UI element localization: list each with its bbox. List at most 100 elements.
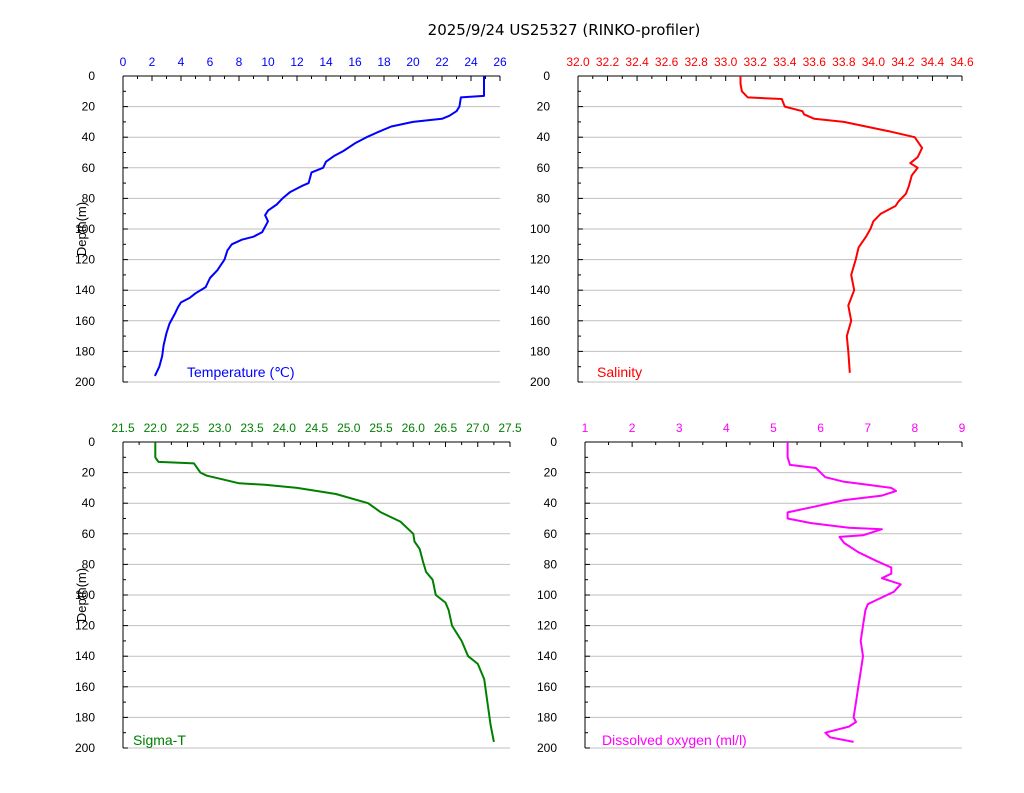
sigma_t-label: Sigma-T (133, 732, 186, 748)
dissolved_oxygen-y-tick-label: 20 (544, 466, 558, 480)
dissolved_oxygen-label: Dissolved oxygen (ml/l) (602, 732, 747, 748)
salinity-y-tick-label: 100 (530, 222, 550, 236)
temperature-x-tick-label: 18 (377, 55, 391, 69)
salinity-y-tick-label: 120 (530, 253, 550, 267)
dissolved_oxygen-x-tick-label: 3 (676, 421, 683, 435)
temperature-y-tick-label: 180 (75, 344, 95, 358)
sigma_t-y-tick-label: 180 (75, 710, 95, 724)
temperature-y-axis-label: Depth(m) (74, 202, 89, 256)
salinity-x-tick-label: 34.2 (891, 55, 915, 69)
dissolved_oxygen-x-tick-label: 5 (770, 421, 777, 435)
temperature-x-tick-label: 6 (207, 55, 214, 69)
sigma_t-y-tick-label: 160 (75, 680, 95, 694)
salinity-profile-line (739, 76, 924, 373)
salinity-x-tick-label: 32.4 (625, 55, 649, 69)
salinity-y-tick-label: 60 (537, 161, 551, 175)
dissolved_oxygen-x-tick-label: 4 (723, 421, 730, 435)
salinity-panel: 32.0 32.2 32.4 32.6 32.8 33.0 33.2 33.4 33.6 33.8… (530, 55, 974, 389)
salinity-x-tick-label: 33.6 (803, 55, 827, 69)
sigma_t-x-tick-label: 21.5 (111, 421, 135, 435)
dissolved_oxygen-y-tick-label: 60 (544, 527, 558, 541)
sigma_t-y-tick-label: 100 (75, 588, 95, 602)
temperature-y-tick-label: 100 (75, 222, 95, 236)
sigma_t-profile-line (154, 442, 495, 743)
temperature-label: Temperature (℃) (187, 364, 295, 380)
dissolved_oxygen-y-tick-label: 140 (537, 649, 557, 663)
dissolved_oxygen-y-tick-label: 0 (550, 435, 557, 449)
temperature-y-tick-label: 80 (82, 191, 96, 205)
salinity-y-tick-label: 40 (537, 130, 551, 144)
salinity-y-tick-label: 140 (530, 283, 550, 297)
temperature-y-tick-label: 20 (82, 100, 96, 114)
dissolved_oxygen-y-tick-label: 40 (544, 496, 558, 510)
sigma_t-y-tick-label: 200 (75, 741, 95, 755)
dissolved_oxygen-y-tick-label: 80 (544, 557, 558, 571)
temperature-profile-line (153, 76, 485, 377)
figure-title: 2025/9/24 US25327 (RINKO-profiler) (428, 21, 701, 39)
salinity-x-tick-label: 32.2 (596, 55, 620, 69)
salinity-y-tick-label: 180 (530, 344, 550, 358)
temperature-x-tick-label: 24 (464, 55, 478, 69)
sigma_t-y-tick-label: 80 (82, 557, 96, 571)
sigma_t-x-tick-label: 25.5 (369, 421, 393, 435)
salinity-x-tick-label: 32.6 (655, 55, 679, 69)
sigma_t-y-tick-label: 120 (75, 619, 95, 633)
dissolved_oxygen-y-tick-label: 200 (537, 741, 557, 755)
salinity-x-tick-label: 32.8 (684, 55, 708, 69)
salinity-x-tick-label: 33.2 (744, 55, 768, 69)
sigma_t-x-tick-label: 26.0 (402, 421, 426, 435)
sigma_t-y-axis-label: Depth(m) (74, 568, 89, 622)
dissolved_oxygen-x-tick-label: 6 (817, 421, 824, 435)
sigma_t-x-tick-label: 26.5 (434, 421, 458, 435)
temperature-x-tick-label: 10 (261, 55, 275, 69)
salinity-x-tick-label: 34.0 (862, 55, 886, 69)
temperature-x-tick-label: 16 (348, 55, 362, 69)
salinity-y-tick-label: 160 (530, 314, 550, 328)
salinity-x-tick-label: 34.4 (921, 55, 945, 69)
temperature-y-tick-label: 160 (75, 314, 95, 328)
salinity-label: Salinity (597, 364, 642, 380)
dissolved_oxygen-x-tick-label: 7 (864, 421, 871, 435)
dissolved_oxygen-x-tick-label: 8 (912, 421, 919, 435)
temperature-panel: 0 2 4 6 8 10 12 14 16 18 20 22 24 2602040608010012014… (74, 55, 507, 389)
salinity-x-tick-label: 34.6 (950, 55, 974, 69)
salinity-x-tick-label: 33.4 (773, 55, 797, 69)
sigma_t-y-tick-label: 40 (82, 496, 96, 510)
dissolved_oxygen-profile-line (786, 442, 902, 743)
sigma_t-x-tick-label: 27.5 (498, 421, 522, 435)
sigma_t-x-tick-label: 23.0 (208, 421, 232, 435)
dissolved_oxygen-y-tick-label: 180 (537, 710, 557, 724)
sigma_t-x-tick-label: 22.0 (144, 421, 168, 435)
sigma_t-x-tick-label: 24.0 (273, 421, 297, 435)
sigma_t-y-tick-label: 140 (75, 649, 95, 663)
sigma_t-x-tick-label: 22.5 (176, 421, 200, 435)
temperature-x-tick-label: 0 (120, 55, 127, 69)
temperature-x-tick-label: 2 (149, 55, 156, 69)
temperature-y-tick-label: 40 (82, 130, 96, 144)
dissolved_oxygen-x-tick-label: 1 (582, 421, 589, 435)
sigma_t-x-tick-label: 23.5 (240, 421, 264, 435)
sigma_t-x-tick-label: 25.0 (337, 421, 361, 435)
temperature-y-tick-label: 140 (75, 283, 95, 297)
salinity-x-tick-label: 33.8 (832, 55, 856, 69)
temperature-x-tick-label: 14 (319, 55, 333, 69)
dissolved_oxygen-x-tick-label: 9 (959, 421, 966, 435)
sigma_t-y-tick-label: 60 (82, 527, 96, 541)
sigma_t-x-tick-label: 24.5 (305, 421, 329, 435)
dissolved_oxygen-panel: 1 2 3 4 5 6 7 8 9 0 20 40 60 80 100 120 140 160 180 200 Diss… (537, 421, 966, 755)
temperature-x-tick-label: 4 (178, 55, 185, 69)
sigma_t-panel: 21.5 22.0 22.5 23.0 23.5 24.0 24.5 25.0 25.5 26.0… (74, 421, 522, 755)
temperature-y-tick-label: 0 (88, 69, 95, 83)
temperature-y-tick-label: 60 (82, 161, 96, 175)
salinity-x-tick-label: 33.0 (714, 55, 738, 69)
temperature-x-tick-label: 26 (493, 55, 507, 69)
dissolved_oxygen-x-tick-label: 2 (629, 421, 636, 435)
salinity-x-tick-label: 32.0 (566, 55, 590, 69)
temperature-y-tick-label: 200 (75, 375, 95, 389)
salinity-y-tick-label: 20 (537, 100, 551, 114)
temperature-x-tick-label: 22 (435, 55, 449, 69)
temperature-y-tick-label: 120 (75, 253, 95, 267)
dissolved_oxygen-y-tick-label: 100 (537, 588, 557, 602)
sigma_t-y-tick-label: 20 (82, 466, 96, 480)
